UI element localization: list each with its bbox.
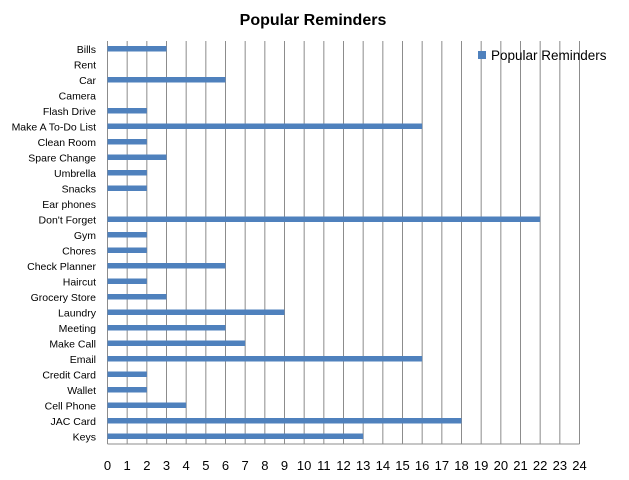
x-tick-label: 16 xyxy=(415,458,429,473)
x-tick-label: 6 xyxy=(222,458,229,473)
category-label: Bills xyxy=(77,44,96,56)
category-label: Snacks xyxy=(62,183,96,195)
category-labels: Bills Rent Car Camera Flash Drive Make A To-D… xyxy=(12,44,97,444)
bar xyxy=(107,185,147,191)
x-tick-label: 7 xyxy=(242,458,249,473)
legend-label: Popular Reminders xyxy=(491,48,607,63)
category-label: Ear phones xyxy=(42,199,96,211)
x-tick-label: 8 xyxy=(261,458,268,473)
category-label: Check Planner xyxy=(27,261,96,273)
legend-swatch xyxy=(478,51,486,59)
category-label: Rent xyxy=(74,59,96,71)
category-label: Credit Card xyxy=(42,369,96,381)
x-tick-label: 21 xyxy=(513,458,527,473)
bar xyxy=(107,402,187,408)
category-label: Keys xyxy=(73,431,96,443)
x-tick-label: 23 xyxy=(553,458,567,473)
x-tick-label: 0 xyxy=(104,458,111,473)
chart-title: Popular Reminders xyxy=(240,12,387,29)
bar xyxy=(107,247,147,253)
category-label: Don't Forget xyxy=(39,214,97,226)
x-tick-label: 10 xyxy=(297,458,311,473)
x-tick-label: 3 xyxy=(163,458,170,473)
bars xyxy=(107,46,541,439)
category-label: Grocery Store xyxy=(31,292,97,304)
x-tick-label: 19 xyxy=(474,458,488,473)
bar xyxy=(107,340,246,346)
category-label: Spare Change xyxy=(28,152,96,164)
bar xyxy=(107,139,147,145)
bar xyxy=(107,294,167,300)
x-tick-label: 24 xyxy=(572,458,586,473)
bar xyxy=(107,232,147,238)
category-label: Meeting xyxy=(59,323,97,335)
category-label: Cell Phone xyxy=(45,400,97,412)
category-label: Camera xyxy=(59,90,97,102)
x-tick-label: 14 xyxy=(376,458,390,473)
x-tick-label: 17 xyxy=(435,458,449,473)
category-label: Haircut xyxy=(63,276,96,288)
category-label: Chores xyxy=(62,245,96,257)
bar xyxy=(107,108,147,114)
category-label: Make Call xyxy=(49,338,96,350)
x-tick-label: 15 xyxy=(395,458,409,473)
bar xyxy=(107,154,167,160)
category-label: Wallet xyxy=(67,385,96,397)
x-tick-label: 22 xyxy=(533,458,547,473)
x-tick-label: 5 xyxy=(202,458,209,473)
bar xyxy=(107,387,147,393)
category-label: Email xyxy=(70,354,96,366)
category-label: Make A To-Do List xyxy=(12,121,97,133)
category-label: Umbrella xyxy=(54,168,96,180)
bar xyxy=(107,325,226,331)
bar xyxy=(107,356,423,362)
category-label: Gym xyxy=(74,230,96,242)
x-tick-label: 12 xyxy=(336,458,350,473)
bar xyxy=(107,46,167,52)
bar xyxy=(107,263,226,269)
bar xyxy=(107,123,423,129)
x-tick-label: 9 xyxy=(281,458,288,473)
x-tick-label: 2 xyxy=(143,458,150,473)
bar xyxy=(107,278,147,284)
category-label: Flash Drive xyxy=(43,106,96,118)
bar xyxy=(107,309,285,315)
bar xyxy=(107,418,462,424)
bar xyxy=(107,371,147,377)
bar xyxy=(107,77,226,83)
category-label: JAC Card xyxy=(50,416,96,428)
x-tick-label: 11 xyxy=(317,458,331,473)
category-label: Laundry xyxy=(58,307,97,319)
category-label: Clean Room xyxy=(38,137,97,149)
gridlines xyxy=(107,41,580,445)
bar xyxy=(107,216,541,222)
x-tick-label: 13 xyxy=(356,458,370,473)
bar xyxy=(107,170,147,176)
x-tick-labels: 0 1 2 3 4 5 6 7 8 9 10 11 12 13 14 15 16 17 18 19 20 21 22 23 24 xyxy=(104,458,587,473)
legend: Popular Reminders xyxy=(478,48,607,63)
x-tick-label: 20 xyxy=(494,458,508,473)
bar xyxy=(107,433,364,439)
x-tick-label: 4 xyxy=(183,458,190,473)
x-tick-label: 18 xyxy=(454,458,468,473)
category-label: Car xyxy=(79,75,96,87)
x-tick-label: 1 xyxy=(124,458,131,473)
